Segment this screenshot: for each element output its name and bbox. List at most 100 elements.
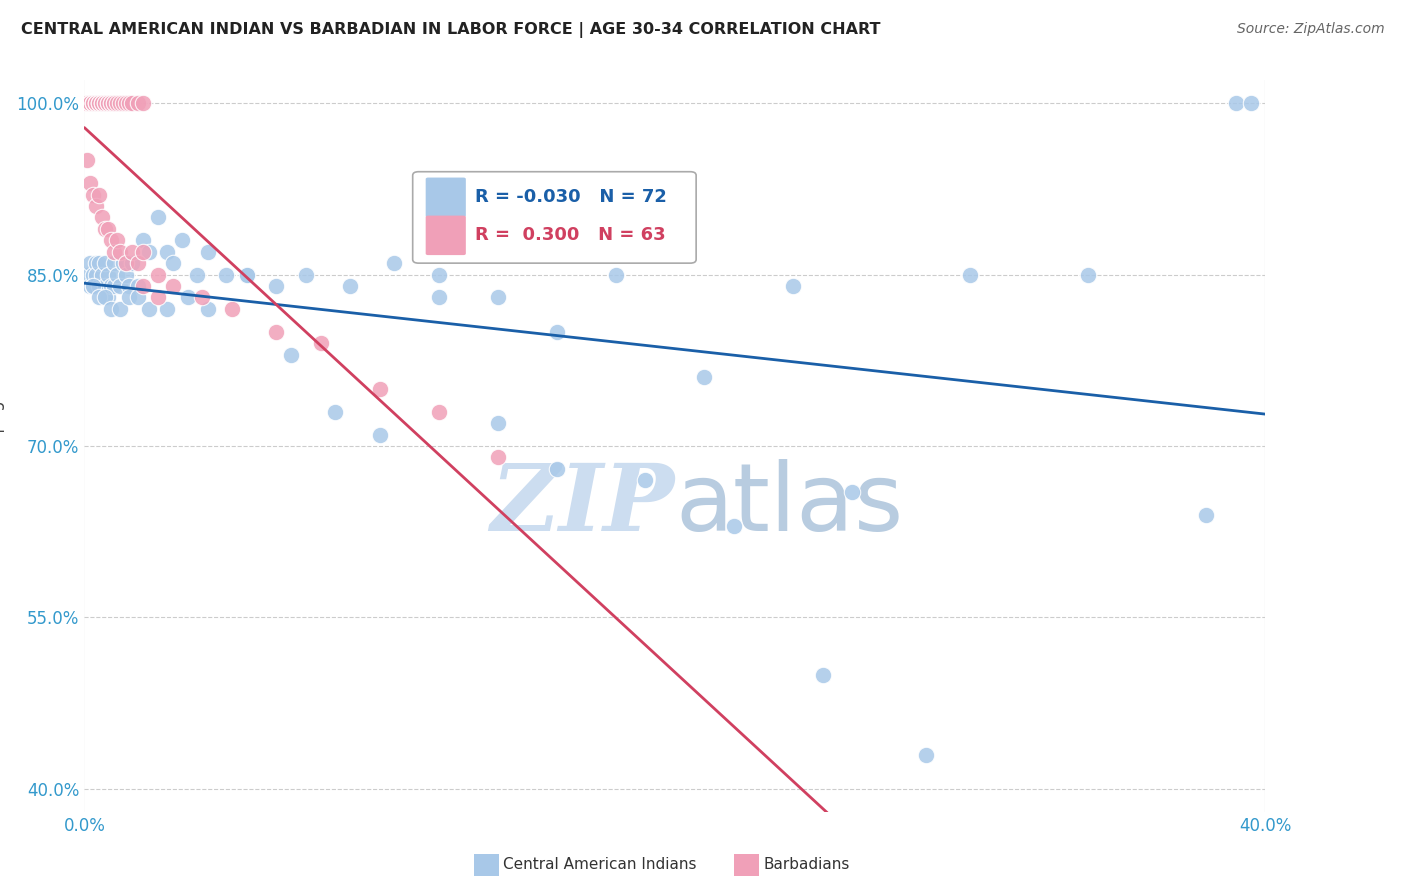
Point: [121, 96, 143, 111]
Point: [87, 279, 111, 293]
Point: [94, 222, 117, 236]
Point: [693, 370, 716, 384]
Y-axis label: In Labor Force | Age 30-34: In Labor Force | Age 30-34: [0, 336, 6, 556]
Point: [100, 96, 122, 111]
Point: [546, 462, 568, 476]
Point: [127, 256, 149, 270]
Point: [100, 279, 122, 293]
Point: [97, 290, 120, 304]
Point: [132, 279, 155, 293]
Point: [76, 96, 98, 111]
Point: [105, 268, 128, 282]
Point: [79, 96, 101, 111]
Point: [94, 279, 117, 293]
Point: [295, 268, 318, 282]
Point: [118, 279, 141, 293]
Point: [121, 256, 143, 270]
Text: Barbadians: Barbadians: [763, 857, 849, 871]
Point: [87, 96, 111, 111]
Point: [148, 211, 170, 225]
Text: atlas: atlas: [675, 458, 903, 550]
Point: [427, 290, 450, 304]
Point: [132, 96, 155, 111]
Point: [84, 199, 107, 213]
Point: [915, 747, 938, 762]
Point: [82, 187, 104, 202]
Point: [82, 96, 104, 111]
Point: [148, 290, 170, 304]
Point: [94, 96, 117, 111]
Point: [1225, 96, 1247, 111]
Point: [782, 279, 804, 293]
Point: [76, 96, 98, 111]
Point: [111, 256, 134, 270]
Point: [127, 279, 149, 293]
Text: Source: ZipAtlas.com: Source: ZipAtlas.com: [1237, 22, 1385, 37]
Point: [266, 279, 288, 293]
Point: [84, 96, 107, 111]
Point: [197, 301, 219, 316]
Point: [79, 176, 101, 190]
Point: [215, 268, 238, 282]
Point: [280, 348, 302, 362]
Point: [148, 268, 170, 282]
Point: [221, 301, 243, 316]
Point: [91, 96, 114, 111]
Point: [546, 325, 568, 339]
FancyBboxPatch shape: [426, 178, 465, 217]
Point: [186, 268, 208, 282]
Point: [841, 484, 863, 499]
Point: [84, 268, 107, 282]
Point: [79, 96, 101, 111]
Point: [94, 256, 117, 270]
Point: [91, 96, 114, 111]
Point: [236, 268, 259, 282]
Point: [1195, 508, 1218, 522]
FancyBboxPatch shape: [413, 171, 696, 263]
Point: [382, 256, 406, 270]
Point: [811, 667, 834, 681]
Point: [236, 268, 259, 282]
Point: [97, 222, 120, 236]
Point: [100, 301, 122, 316]
Text: R = -0.030   N = 72: R = -0.030 N = 72: [475, 188, 668, 206]
Point: [82, 268, 104, 282]
Point: [959, 268, 981, 282]
Point: [127, 290, 149, 304]
Point: [79, 96, 101, 111]
Point: [108, 279, 131, 293]
Point: [132, 244, 155, 259]
Point: [82, 96, 104, 111]
Point: [103, 279, 125, 293]
Point: [1240, 96, 1263, 111]
Point: [605, 268, 627, 282]
Point: [132, 233, 155, 247]
Text: R =  0.300   N = 63: R = 0.300 N = 63: [475, 227, 666, 244]
Point: [91, 268, 114, 282]
Point: [118, 96, 141, 111]
Point: [87, 256, 111, 270]
Point: [79, 279, 101, 293]
Point: [76, 268, 98, 282]
Point: [82, 279, 104, 293]
Point: [79, 256, 101, 270]
Point: [162, 279, 184, 293]
Point: [103, 256, 125, 270]
Point: [427, 268, 450, 282]
Point: [108, 244, 131, 259]
Point: [82, 279, 104, 293]
Point: [118, 290, 141, 304]
Text: ZIP: ZIP: [491, 459, 675, 549]
Point: [94, 96, 117, 111]
Point: [723, 519, 745, 533]
Point: [82, 96, 104, 111]
Point: [100, 96, 122, 111]
Point: [368, 427, 391, 442]
Point: [325, 405, 347, 419]
Point: [191, 290, 214, 304]
Point: [76, 153, 98, 168]
Point: [105, 96, 128, 111]
Point: [138, 244, 160, 259]
Point: [339, 279, 361, 293]
Point: [105, 233, 128, 247]
